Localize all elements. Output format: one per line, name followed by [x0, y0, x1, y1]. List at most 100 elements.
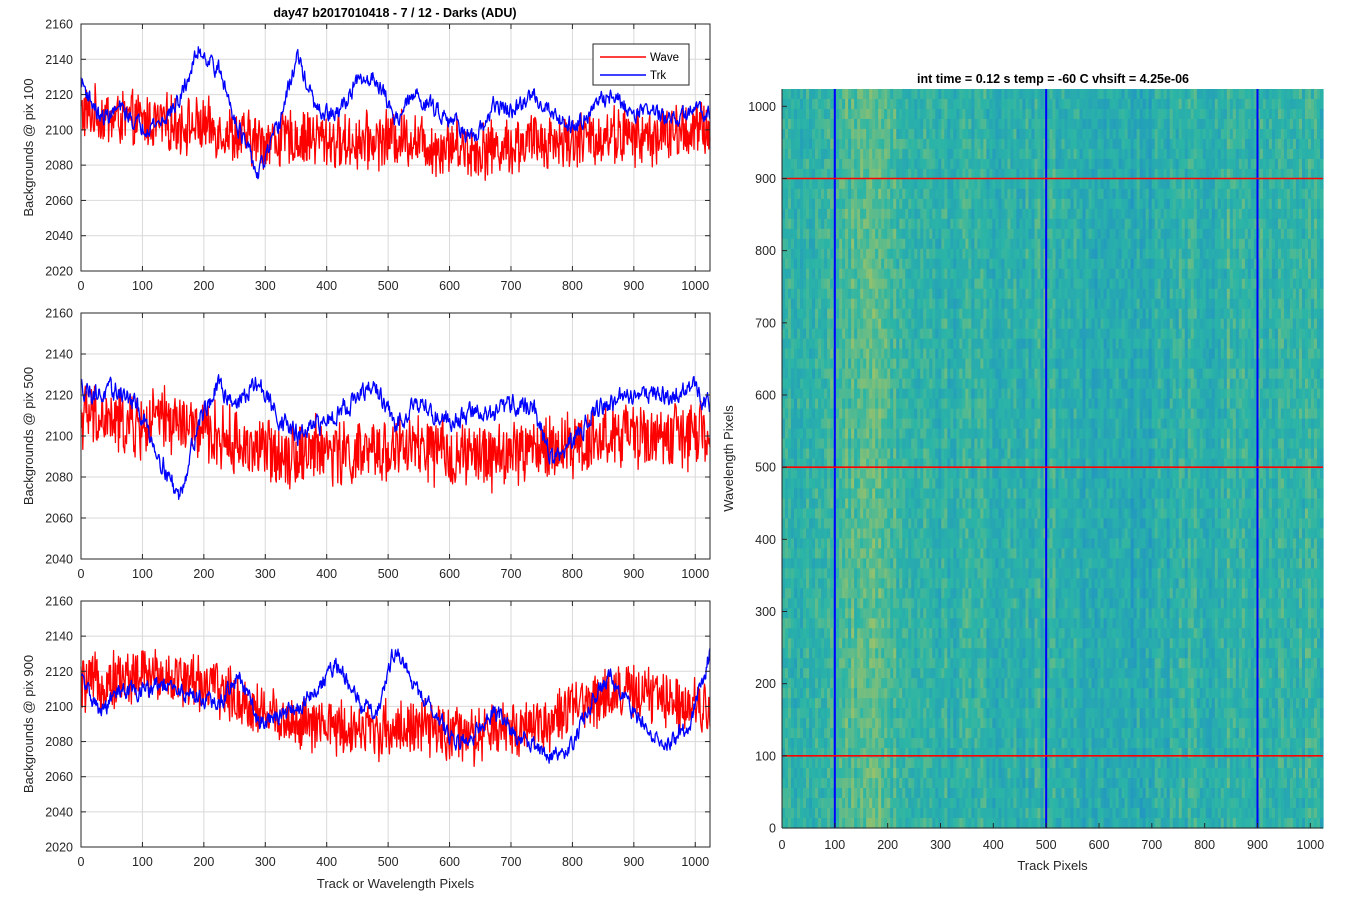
heatmap-cell: [1082, 138, 1087, 150]
heatmap-cell: [1169, 178, 1174, 190]
heatmap-cell: [1034, 108, 1039, 120]
heatmap-cell: [1232, 148, 1237, 160]
heatmap-cell: [863, 268, 867, 280]
heatmap-cell: [1169, 108, 1174, 120]
heatmap-cell: [1238, 128, 1243, 140]
heatmap-cell: [974, 138, 978, 150]
heatmap-cell: [806, 168, 810, 180]
heatmap-cell: [1310, 108, 1315, 120]
heatmap-cell: [1187, 178, 1192, 190]
heatmap-cell: [803, 258, 807, 270]
heatmap-cell: [1151, 178, 1156, 190]
heatmap-cell: [974, 198, 978, 210]
series-trk-line: [80, 374, 711, 500]
heatmap-cell: [1277, 198, 1282, 210]
heatmap-cell: [881, 278, 885, 290]
y-tick-label: 2060: [45, 194, 73, 208]
heatmap-cell: [1067, 198, 1072, 210]
heatmap-cell: [974, 258, 978, 270]
heatmap-cell: [836, 198, 840, 210]
heatmap-cell: [1310, 98, 1315, 110]
heatmap-cell: [1274, 248, 1279, 260]
heatmap-cell: [1067, 98, 1072, 110]
heatmap-cell: [881, 98, 885, 110]
heatmap-cell: [881, 248, 885, 260]
heatmap-cell: [956, 268, 960, 280]
heatmap-cell: [1295, 178, 1300, 190]
heatmap-cell: [920, 278, 924, 290]
heatmap-cell: [872, 198, 876, 210]
heatmap-cell: [965, 89, 969, 100]
heatmap-cell: [1175, 178, 1180, 190]
heatmap-cell: [1001, 108, 1006, 120]
heatmap-cell: [1307, 238, 1312, 250]
heatmap-cell: [1253, 118, 1258, 130]
heatmap-cell: [995, 128, 999, 140]
heatmap-cell: [1190, 108, 1195, 120]
heatmap-cell: [1097, 248, 1102, 260]
heatmap-cell: [1217, 98, 1222, 110]
heatmap-cell: [866, 89, 870, 100]
heatmap-cell: [1103, 168, 1108, 180]
heatmap-cell: [911, 218, 915, 230]
series-lines: [80, 648, 711, 767]
heatmap-cell: [1202, 98, 1207, 110]
heatmap-cell: [1220, 198, 1225, 210]
heatmap-cell: [1085, 188, 1090, 200]
heatmap-cell: [938, 108, 942, 120]
heatmap-cell: [854, 148, 858, 160]
heatmap-cell: [1040, 138, 1045, 150]
heatmap-cell: [923, 188, 927, 200]
heatmap-cell: [1154, 208, 1159, 220]
heatmap-cell: [1109, 89, 1114, 100]
heatmap-cell: [1160, 118, 1165, 130]
heatmap-cell: [1256, 158, 1261, 170]
heatmap-cell: [1025, 128, 1030, 140]
heatmap-cell: [1067, 178, 1072, 190]
heatmap-cell: [1019, 118, 1024, 130]
heatmap-cell: [1082, 178, 1087, 190]
heatmap-cell: [1067, 228, 1072, 240]
heatmap-cell: [1025, 228, 1030, 240]
heatmap-cell: [1046, 158, 1051, 170]
heatmap-cell: [791, 228, 795, 240]
heatmap-cell: [815, 208, 819, 220]
heatmap-cell: [1178, 138, 1183, 150]
heatmap-cell: [803, 228, 807, 240]
heatmap-cell: [824, 158, 828, 170]
heatmap-cell: [956, 178, 960, 190]
heatmap-cell: [857, 89, 861, 100]
heatmap-cell: [803, 168, 807, 180]
heatmap-cell: [1208, 168, 1213, 180]
x-tick-label: 700: [501, 855, 522, 869]
heatmap-cell: [1259, 108, 1264, 120]
heatmap-cell: [1145, 98, 1150, 110]
heatmap-cell: [962, 118, 966, 130]
heatmap-cell: [1313, 178, 1318, 190]
heatmap-cell: [821, 148, 825, 160]
heatmap-cell: [1112, 98, 1117, 110]
heatmap-cell: [866, 118, 870, 130]
heatmap-cell: [1019, 208, 1024, 220]
heatmap-cell: [1112, 128, 1117, 140]
heatmap-cell: [878, 208, 882, 220]
heatmap-cell: [1223, 118, 1228, 130]
heatmap-cell: [1085, 118, 1090, 130]
heatmap-cell: [1280, 118, 1285, 130]
heatmap-cell: [1307, 118, 1312, 130]
heatmap-cell: [965, 268, 969, 280]
heatmap-cell: [1271, 118, 1276, 130]
heatmap-cell: [782, 128, 786, 140]
heatmap-cell: [845, 228, 849, 240]
heatmap-cell: [1283, 268, 1288, 280]
heatmap-cell: [968, 178, 972, 190]
heatmap-cell: [1250, 258, 1255, 270]
heatmap-chart: int time = 0.12 s temp = -60 C vhsift = …: [721, 72, 1324, 873]
heatmap-cell: [1088, 128, 1093, 140]
heatmap-cell: [1019, 268, 1024, 280]
heatmap-cell: [974, 278, 978, 290]
heatmap-cell: [983, 138, 987, 150]
heatmap-cell: [1262, 198, 1267, 210]
heatmap-cell: [1067, 89, 1072, 100]
